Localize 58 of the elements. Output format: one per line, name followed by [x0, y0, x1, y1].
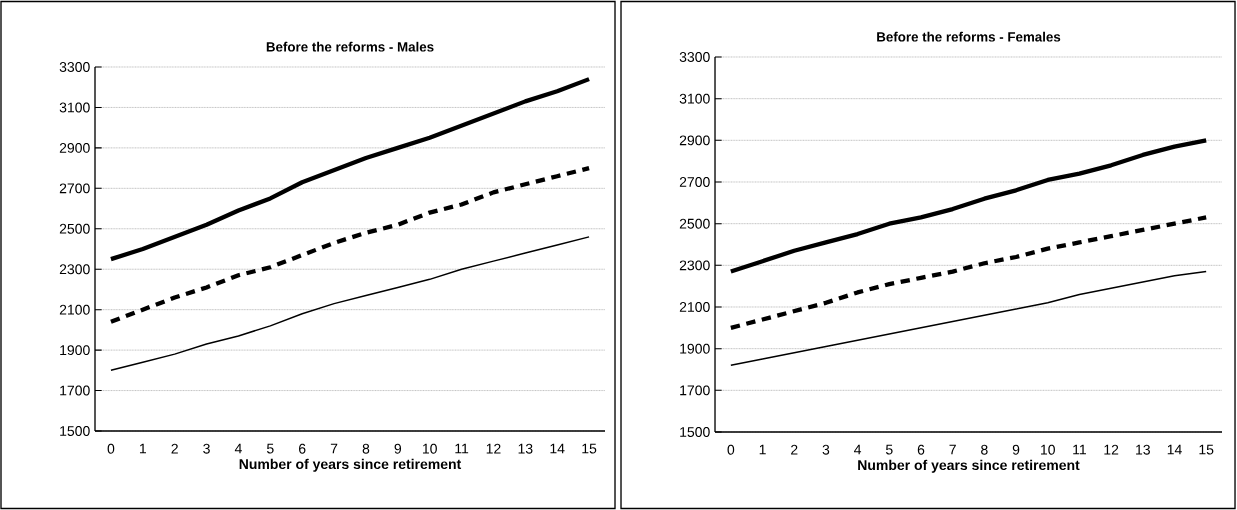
y-tick-label: 1700 [680, 385, 710, 396]
y-tick-label: 1900 [680, 343, 710, 354]
y-tick-label: 2100 [59, 304, 90, 315]
chart-title: Before the reforms - Males [266, 41, 434, 52]
x-tick-label: 3 [822, 444, 830, 455]
y-tick-label: 2900 [679, 135, 710, 146]
x-tick-label: 8 [362, 443, 370, 454]
x-tick-label: 13 [518, 443, 533, 454]
x-tick-label: 7 [330, 443, 338, 454]
x-tick-label: 15 [582, 443, 597, 454]
y-tick-label: 1700 [60, 385, 90, 396]
x-tick-label: 4 [854, 444, 862, 455]
x-tick-label: 11 [1073, 444, 1086, 455]
y-tick-label: 2700 [679, 177, 710, 187]
x-tick-label: 5 [885, 444, 893, 455]
y-tick-label: 1500 [60, 426, 90, 436]
x-tick-label: 1 [139, 443, 147, 454]
x-tick-label: 1 [759, 444, 766, 455]
y-tick-label: 2700 [59, 183, 90, 194]
line-series [110, 236, 590, 372]
y-tick-label: 2500 [679, 218, 710, 229]
x-tick-label: 9 [1012, 444, 1020, 455]
x-tick-label: 3 [203, 443, 210, 454]
x-tick-label: 10 [422, 443, 437, 454]
x-tick-label: 14 [550, 443, 565, 454]
y-tick-label: 2100 [679, 302, 710, 312]
x-tick-label: 12 [486, 443, 501, 454]
y-tick-label: 2500 [59, 223, 90, 234]
x-tick-label: 11 [455, 443, 469, 454]
x-tick-label: 13 [1136, 444, 1150, 455]
x-tick-label: 4 [234, 443, 242, 454]
x-tick-label: 9 [394, 443, 402, 454]
x-tick-label: 6 [917, 444, 925, 455]
y-tick-label: 3300 [679, 52, 710, 62]
y-tick-label: 3100 [679, 93, 710, 104]
x-tick-label: 7 [949, 444, 956, 455]
y-tick-label: 2300 [59, 264, 90, 275]
y-tick-label: 3300 [59, 62, 90, 72]
x-tick-label: 12 [1104, 444, 1119, 455]
x-tick-label: 0 [727, 444, 735, 455]
x-axis-title: Number of years since retirement [858, 459, 1080, 473]
x-tick-label: 2 [791, 444, 798, 455]
x-axis-title: Number of years since retirement [239, 458, 462, 472]
x-tick-label: 14 [1167, 444, 1182, 455]
x-tick-label: 8 [981, 444, 988, 455]
x-tick-label: 10 [1041, 444, 1055, 455]
y-tick-label: 3100 [59, 102, 90, 113]
y-tick-label: 2300 [679, 260, 710, 271]
chart-title: Before the reforms - Females [877, 31, 1061, 42]
y-tick-label: 2900 [59, 142, 90, 153]
line-series [728, 138, 1209, 274]
x-tick-label: 6 [299, 443, 306, 454]
x-tick-label: 5 [266, 443, 274, 454]
y-tick-label: 1500 [680, 427, 710, 437]
x-tick-label: 2 [171, 443, 178, 454]
y-tick-label: 1900 [60, 345, 90, 356]
x-tick-label: 0 [107, 443, 115, 454]
x-tick-label: 15 [1199, 444, 1214, 455]
